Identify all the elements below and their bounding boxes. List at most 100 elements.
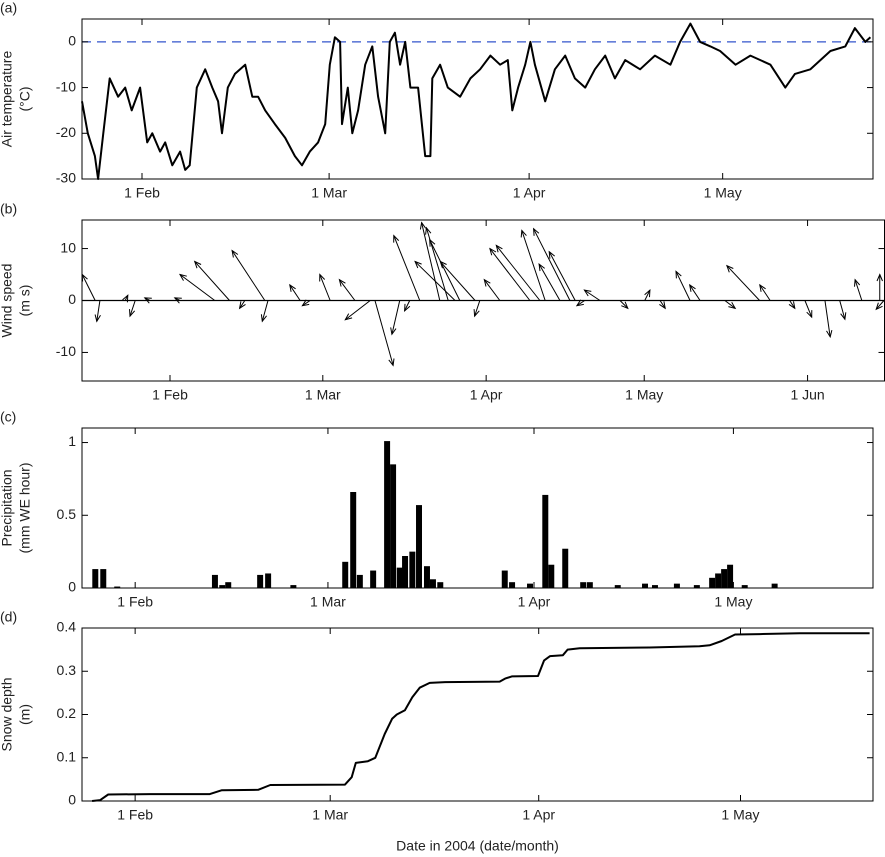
- y-tick-label: 0.1: [57, 748, 77, 764]
- x-tick-label: 1 Feb: [152, 387, 188, 403]
- vector-head: [726, 264, 734, 273]
- bar: [562, 548, 569, 588]
- vector-shaft: [538, 263, 561, 301]
- vector-shaft: [429, 239, 461, 301]
- wind-vector: [619, 300, 629, 310]
- wind-vector: [520, 229, 546, 301]
- vector-shaft: [289, 284, 301, 301]
- vector-head: [806, 310, 813, 319]
- panel-label: (d): [0, 609, 17, 625]
- y-tick-label: 0.2: [57, 705, 77, 721]
- vector-head: [644, 288, 651, 298]
- vector-head: [425, 226, 432, 235]
- data-line: [91, 632, 870, 802]
- bar: [390, 464, 397, 588]
- wind-vector: [788, 300, 796, 310]
- wind-vector: [659, 300, 666, 310]
- vector-shaft: [239, 300, 246, 309]
- vector-shaft: [421, 222, 441, 301]
- vector-head: [876, 273, 883, 282]
- vector-head: [759, 283, 766, 292]
- vector-head: [728, 301, 737, 310]
- wind-vector: [374, 300, 395, 367]
- wind-vector: [644, 288, 651, 301]
- vector-shaft: [521, 230, 546, 301]
- x-tick-label: 1 May: [714, 594, 752, 610]
- vector-head: [875, 302, 883, 311]
- bar: [709, 577, 716, 588]
- wind-vector: [81, 273, 96, 301]
- bar: [437, 582, 444, 588]
- bar: [342, 561, 349, 588]
- y-tick-label: -10: [56, 78, 76, 94]
- bar: [527, 583, 534, 588]
- wind-vector: [231, 249, 266, 301]
- vector-head: [122, 294, 129, 303]
- vector-head: [575, 299, 584, 307]
- bar: [402, 556, 409, 588]
- vector-shaft: [393, 235, 421, 301]
- wind-vector: [143, 297, 152, 304]
- wind-vector: [301, 299, 311, 307]
- bar: [396, 567, 403, 588]
- vector-head: [621, 301, 629, 310]
- vector-head: [483, 278, 491, 287]
- vector-head: [489, 247, 497, 256]
- bar: [290, 585, 297, 588]
- vector-shaft: [875, 300, 885, 310]
- y-tick-label: 0.3: [57, 662, 77, 678]
- vector-shaft: [261, 300, 269, 322]
- vector-shaft: [179, 274, 216, 301]
- vector-shaft: [319, 274, 331, 301]
- wind-vector: [675, 270, 691, 301]
- vector-shaft: [619, 300, 629, 309]
- wind-vector: [178, 273, 216, 301]
- x-tick-label: 1 Feb: [117, 807, 153, 823]
- y-tick-label: -20: [56, 124, 76, 140]
- bar: [429, 579, 436, 588]
- bar: [416, 505, 422, 588]
- wind-vector: [94, 300, 101, 323]
- bar: [92, 569, 99, 588]
- bar: [509, 582, 516, 588]
- plot-frame: [81, 18, 874, 180]
- bar: [257, 574, 264, 588]
- x-tick-label: 1 Mar: [311, 185, 347, 201]
- wind-vector: [726, 264, 760, 301]
- vector-head: [473, 309, 480, 318]
- wind-vector: [724, 300, 737, 310]
- wind-vector: [419, 221, 441, 301]
- vector-head: [538, 262, 546, 272]
- bar: [721, 569, 728, 588]
- y-axis-label: (m): [17, 704, 33, 725]
- vector-shaft: [302, 300, 311, 307]
- vector-head: [688, 283, 696, 292]
- wind-vector: [404, 300, 411, 313]
- vector-shaft: [391, 300, 401, 335]
- vector-head: [289, 283, 296, 292]
- vector-shaft: [96, 300, 101, 322]
- vector-shaft: [404, 300, 411, 312]
- vector-shaft: [548, 251, 576, 301]
- plot-frame: [81, 627, 874, 802]
- vector-head: [301, 299, 310, 307]
- vector-head: [390, 327, 397, 336]
- vector-shaft: [483, 279, 501, 301]
- wind-vector: [122, 294, 129, 303]
- wind-vector: [489, 247, 531, 301]
- wind-vector: [439, 260, 476, 301]
- vector-shaft: [489, 248, 531, 301]
- bar: [225, 582, 232, 588]
- bar: [370, 570, 377, 588]
- bar: [542, 494, 549, 588]
- wind-vector: [483, 278, 501, 301]
- bar: [356, 574, 363, 588]
- vector-shaft: [344, 300, 371, 321]
- bar: [715, 573, 722, 588]
- bar: [409, 551, 416, 588]
- vector-head: [788, 301, 796, 310]
- wind-vector: [393, 234, 421, 301]
- x-tick-label: 1 Mar: [312, 807, 348, 823]
- vector-shaft: [759, 284, 771, 301]
